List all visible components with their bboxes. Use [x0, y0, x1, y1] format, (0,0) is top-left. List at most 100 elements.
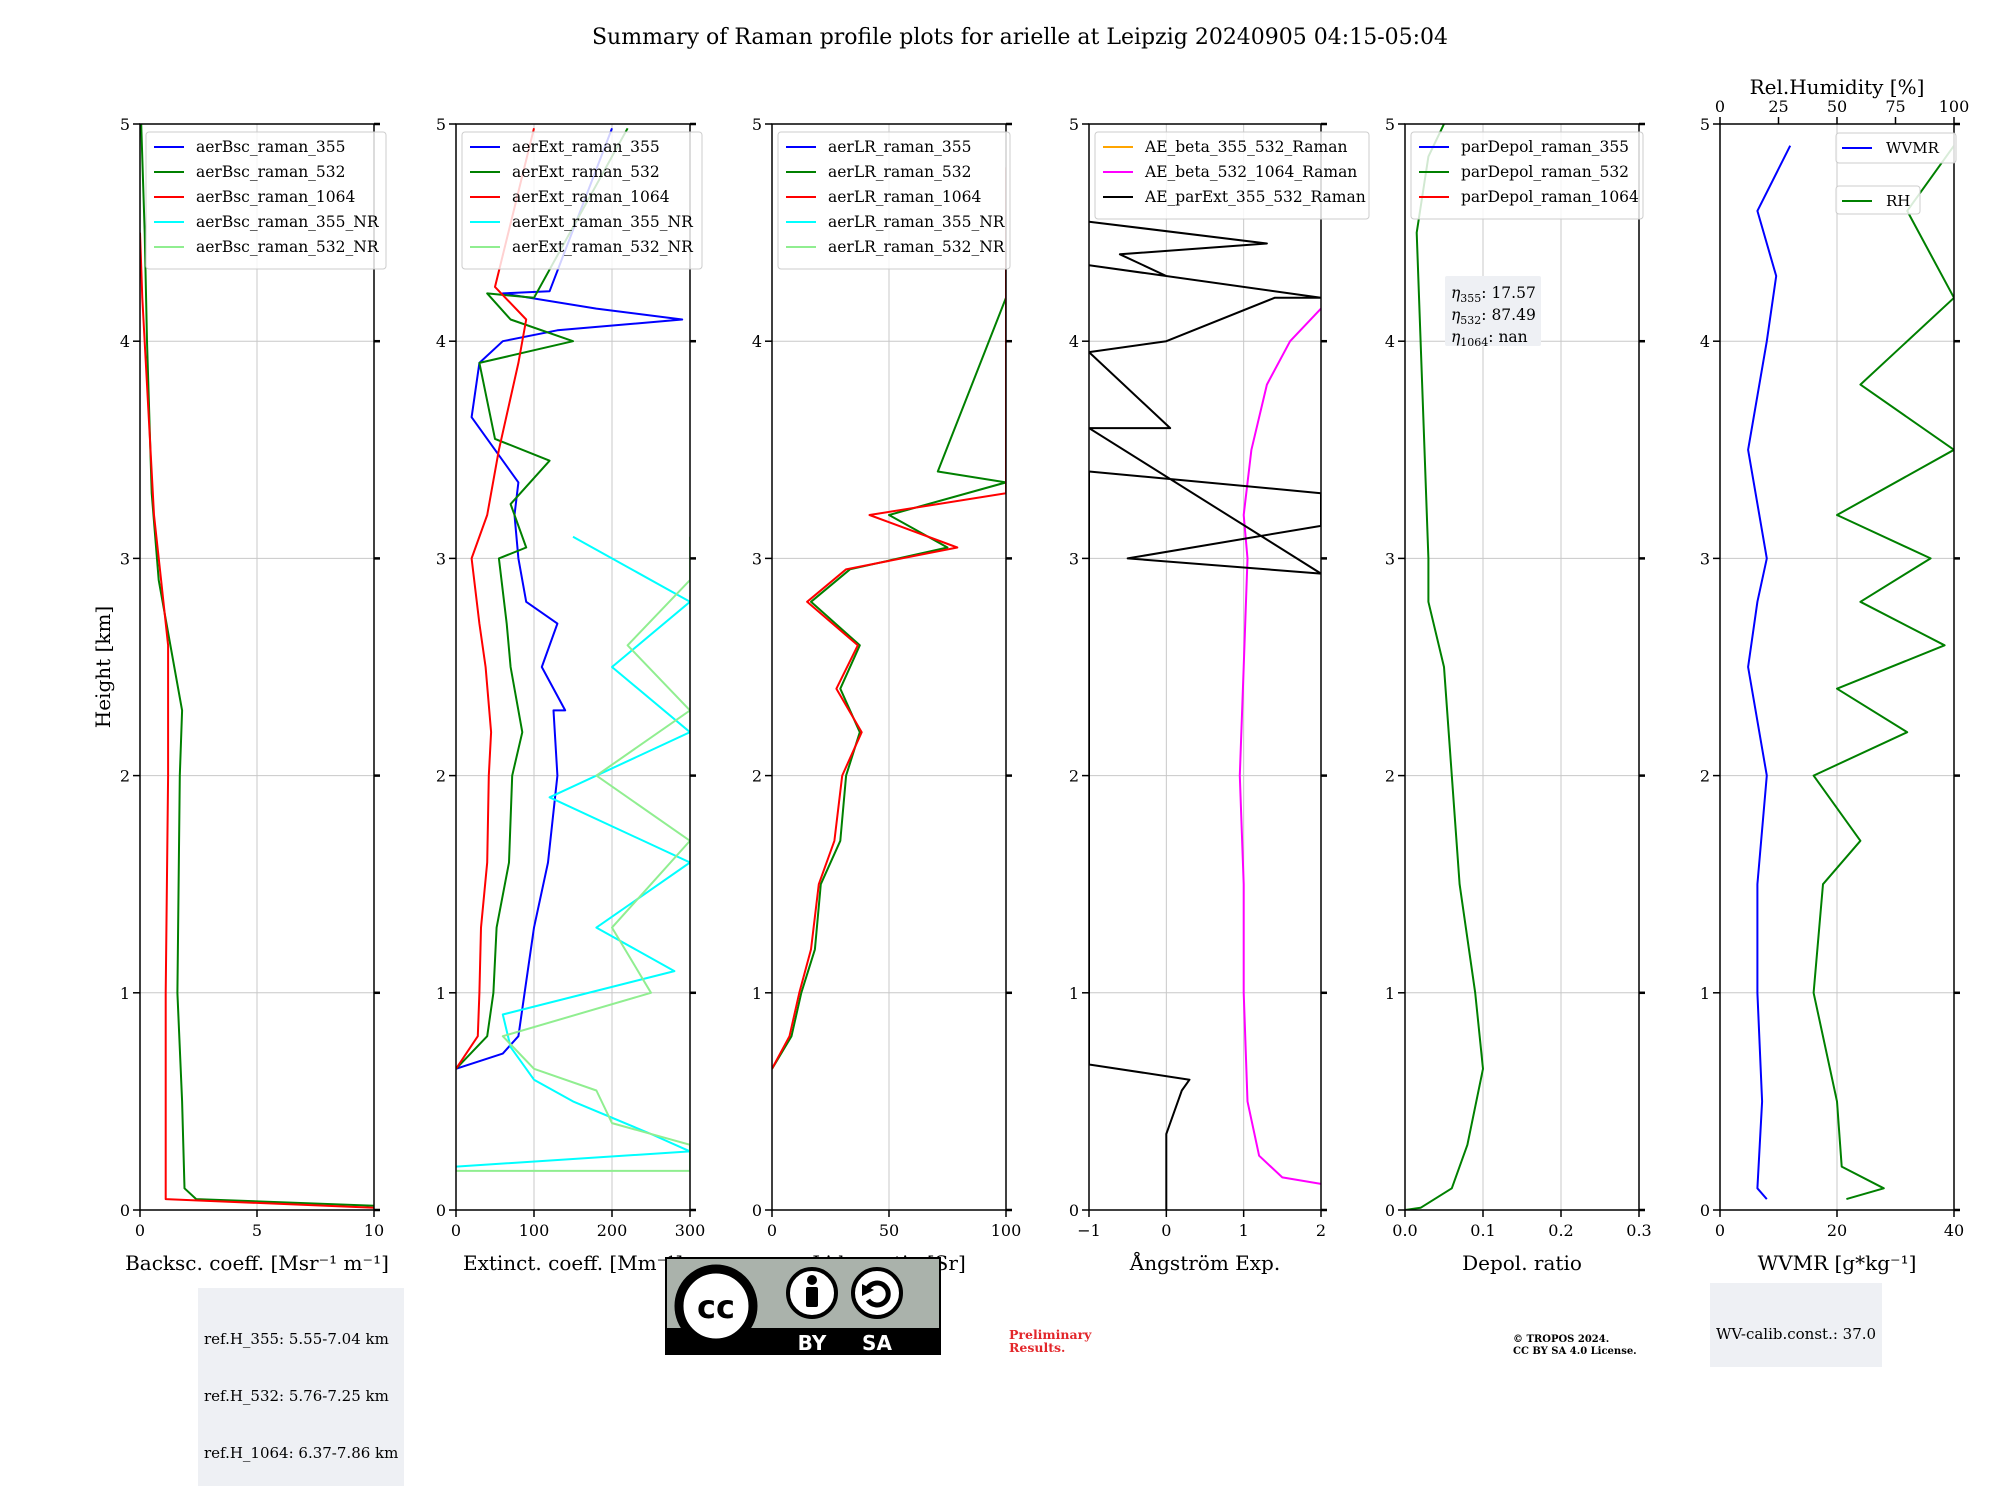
- top-x-tick-label: 0: [1715, 97, 1725, 116]
- x-tick-label: 300: [675, 1221, 706, 1240]
- plot-frame: [1404, 123, 1640, 1211]
- y-tick-label: 1: [1700, 984, 1710, 1003]
- panel-ext: 0 100 200 300 0 1 2 3 4 5 Extinct. coeff. [Mm⁻¹] ae…: [436, 115, 705, 1275]
- x-tick-label: 0: [1161, 1221, 1171, 1240]
- y-axis-label: Height [km]: [91, 606, 115, 728]
- legend: aerLR_raman_355 aerLR_raman_532 aerLR_rama…: [777, 131, 1011, 270]
- copyright-note: © TROPOS 2024. CC BY SA 4.0 License.: [1513, 1334, 1637, 1357]
- x-tick-label: 2: [1316, 1221, 1326, 1240]
- y-tick-label: 0: [1385, 1201, 1395, 1220]
- x-tick-label: 5: [252, 1221, 262, 1240]
- legend-entry: aerBsc_raman_355: [196, 138, 346, 156]
- y-tick-label: 4: [1700, 332, 1710, 351]
- legend-entry: aerBsc_raman_1064: [196, 188, 356, 206]
- top-x-tick-label: 50: [1827, 97, 1847, 116]
- panel-bsc: 0 5 10 0 1 2 3 4 5 Backsc. coeff. [Msr⁻¹ m⁻¹] Heig…: [91, 115, 389, 1275]
- legend-entry: aerLR_raman_532: [828, 163, 971, 181]
- series-group: [1405, 124, 1484, 1210]
- series-line-aerBsc_raman_1064: [140, 232, 374, 1209]
- panel-lr: 050100012345Lidar ratio [Sr]aerLR_raman_…: [752, 115, 1021, 1275]
- license-sa-label: SA: [862, 1331, 892, 1355]
- legend-box: [1094, 131, 1370, 220]
- y-tick-label: 0: [436, 1201, 446, 1220]
- series-group: [1089, 220, 1321, 1210]
- top-x-tick-label: 25: [1768, 97, 1788, 116]
- series-line-aerLR_raman_1064: [772, 167, 1006, 1070]
- y-tick-label: 3: [1069, 549, 1079, 568]
- plot-frame: [455, 123, 691, 1211]
- legend-entry: aerLR_raman_1064: [828, 188, 981, 206]
- series-line-AE_parExt_355_532_Raman: [1089, 220, 1321, 1210]
- x-tick-label: 20: [1827, 1221, 1847, 1240]
- preliminary-results-note: Preliminary Results.: [1009, 1327, 1092, 1355]
- y-tick-label: 3: [752, 549, 762, 568]
- raman-summary-figure: Summary of Raman profile plots for ariel…: [91, 25, 1969, 1355]
- y-tick-label: 2: [120, 767, 130, 786]
- license-by-label: BY: [798, 1331, 827, 1355]
- figure-title: Summary of Raman profile plots for ariel…: [592, 25, 1448, 50]
- legend-entry: AE_parExt_355_532_Raman: [1144, 188, 1366, 206]
- x-tick-label: 0: [135, 1221, 145, 1240]
- series-group: [772, 167, 1006, 1070]
- legend-entry: parDepol_raman_532: [1461, 163, 1629, 181]
- legend-box: [145, 131, 387, 270]
- x-tick-label: 0.2: [1548, 1221, 1573, 1240]
- legend-box: [777, 131, 1011, 270]
- series-line-aerExt_raman_1064: [456, 128, 535, 1070]
- legend-box: [1410, 131, 1644, 220]
- y-tick-label: 2: [1385, 767, 1395, 786]
- series-line-aerExt_raman_355: [456, 127, 684, 1070]
- legend-box: [461, 131, 703, 270]
- wv-calibration-box: WV-calib.const.: 37.0: [1710, 1283, 1883, 1367]
- x-tick-label: 0.0: [1392, 1221, 1417, 1240]
- y-tick-label: 4: [436, 332, 446, 351]
- ref-height-1064: ref.H_1064: 6.37-7.86 km: [204, 1444, 399, 1462]
- legend: parDepol_raman_355 parDepol_raman_532 parD…: [1410, 131, 1644, 220]
- svg-text:cc: cc: [697, 1288, 735, 1326]
- legend-box: [1835, 132, 1957, 164]
- legend-box: [1835, 185, 1921, 215]
- x-tick-label: 40: [1944, 1221, 1964, 1240]
- ref-height-355: ref.H_355: 5.55-7.04 km: [204, 1330, 389, 1348]
- y-tick-label: 2: [436, 767, 446, 786]
- series-line-aerBsc_raman_532: [140, 124, 374, 1207]
- x-axis-label: Depol. ratio: [1462, 1251, 1582, 1275]
- eta-value: η532: 87.49: [1451, 306, 1536, 327]
- y-tick-label: 4: [1069, 332, 1079, 351]
- y-tick-label: 0: [120, 1201, 130, 1220]
- legend-entry: WVMR: [1886, 139, 1940, 157]
- y-tick-label: 1: [1069, 984, 1079, 1003]
- series-group: [1747, 145, 1954, 1201]
- legend: aerExt_raman_355 aerExt_raman_532 aerExt_r…: [461, 131, 703, 270]
- legend-entry: aerBsc_raman_355_NR: [196, 213, 380, 231]
- y-tick-label: 5: [436, 115, 446, 134]
- legend-entry: AE_beta_355_532_Raman: [1144, 138, 1347, 156]
- legend-entry: aerExt_raman_1064: [512, 188, 670, 206]
- plot-frame: [1088, 123, 1322, 1211]
- series-line-aerExt_raman_355_NR: [456, 535, 690, 1168]
- series-line-aerExt_raman_532_NR: [456, 536, 690, 1172]
- y-tick-label: 0: [752, 1201, 762, 1220]
- y-tick-label: 1: [752, 984, 762, 1003]
- x-tick-label: 100: [991, 1221, 1022, 1240]
- legend-entry: aerLR_raman_532_NR: [828, 238, 1006, 256]
- legend-entry: aerBsc_raman_532: [196, 163, 346, 181]
- top-x-tick-label: 75: [1885, 97, 1905, 116]
- x-tick-label: −1: [1077, 1221, 1101, 1240]
- x-tick-label: 0.1: [1470, 1221, 1495, 1240]
- ref-height-532: ref.H_532: 5.76-7.25 km: [204, 1387, 389, 1405]
- y-tick-label: 1: [1385, 984, 1395, 1003]
- x-tick-label: 1: [1239, 1221, 1249, 1240]
- sa-share-icon: [851, 1267, 903, 1319]
- y-tick-label: 3: [436, 549, 446, 568]
- y-tick-label: 2: [1700, 767, 1710, 786]
- series-line-AE_beta_532_1064_Raman: [1238, 307, 1321, 1185]
- x-tick-label: 0: [1715, 1221, 1725, 1240]
- cc-license-badge: cc BY SA: [665, 1257, 941, 1355]
- x-tick-label: 100: [519, 1221, 550, 1240]
- legend-entry: aerExt_raman_355: [512, 138, 660, 156]
- legend-entry: aerLR_raman_355: [828, 138, 971, 156]
- y-tick-label: 2: [752, 767, 762, 786]
